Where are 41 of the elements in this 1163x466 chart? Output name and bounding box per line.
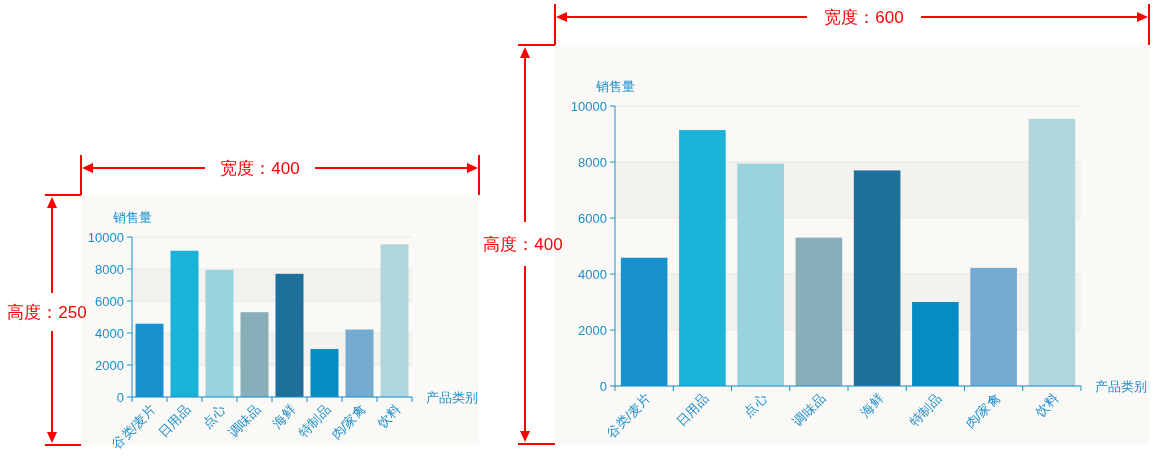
x-axis-title: 产品类别: [1095, 378, 1147, 394]
y-axis-title: 销售量: [594, 78, 635, 94]
x-axis-title: 产品类别: [426, 389, 478, 405]
text: 高度：400: [483, 234, 563, 254]
y-tick-label: 8000: [95, 261, 124, 277]
text: 宽度：400: [220, 158, 300, 178]
bar: [205, 269, 234, 397]
bar: [853, 170, 901, 386]
bar: [170, 250, 199, 397]
bar: [1028, 118, 1076, 386]
bar: [679, 130, 726, 386]
y-tick-label: 10000: [570, 98, 607, 114]
y-axis-title: 销售量: [111, 209, 152, 225]
bar: [240, 312, 269, 397]
x-tick-label: 日用品: [673, 390, 712, 429]
bar: [737, 163, 784, 386]
x-tick-label: 海鲜: [857, 390, 887, 420]
text: 高度：250: [7, 302, 87, 322]
y-tick-label: 4000: [578, 266, 607, 282]
bar: [275, 273, 304, 397]
x-tick-label: 特制品: [906, 390, 945, 429]
bar: [970, 267, 1017, 386]
bar: [912, 302, 959, 386]
y-tick-label: 8000: [578, 154, 607, 170]
y-tick-label: 2000: [95, 357, 124, 373]
x-tick-label: 点心: [740, 390, 770, 420]
x-tick-label: 饮料: [1031, 390, 1062, 421]
y-tick-label: 10000: [87, 229, 124, 245]
y-tick-label: 6000: [95, 293, 124, 309]
y-tick-label: 4000: [95, 325, 124, 341]
bar: [345, 329, 374, 397]
y-tick-label: 6000: [578, 210, 607, 226]
x-tick-label: 饮料: [374, 401, 404, 432]
y-tick-label: 2000: [578, 322, 607, 338]
bar: [310, 349, 339, 397]
text: 宽度：600: [824, 7, 904, 27]
bar: [380, 244, 409, 397]
x-tick-label: 海鲜: [269, 401, 299, 431]
x-tick-label: 肉/家禽: [962, 390, 1003, 432]
bar: [795, 237, 843, 386]
x-tick-label: 调味品: [789, 390, 829, 429]
